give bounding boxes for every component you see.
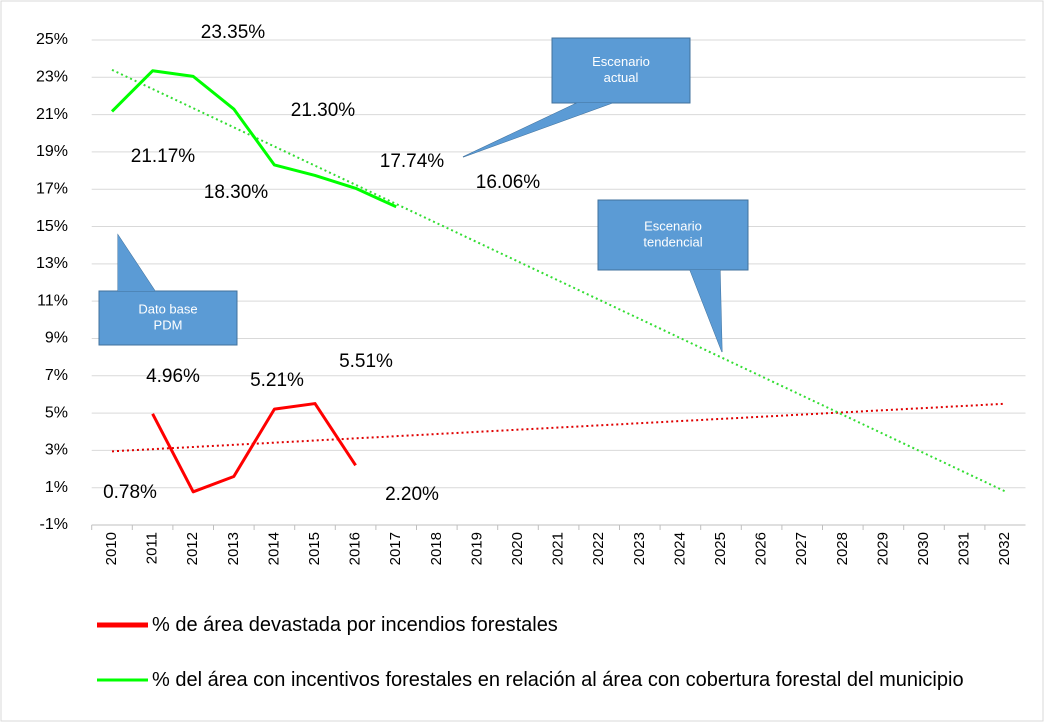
x-tick-label: 2024 [671, 532, 688, 565]
x-tick-label: 2026 [753, 532, 770, 565]
y-tick-label: 3% [45, 442, 68, 459]
legend-label: % de área devastada por incendios forest… [152, 614, 558, 636]
x-tick-label: 2018 [428, 532, 445, 565]
callout-joint [463, 103, 612, 157]
x-tick-label: 2023 [631, 532, 648, 565]
series-line [151, 402, 357, 494]
x-tick-label: 2017 [387, 532, 404, 565]
y-tick-label: 9% [45, 330, 68, 347]
x-tick-label: 2015 [306, 532, 323, 565]
x-tick-label: 2032 [996, 532, 1013, 565]
x-tick-label: 2019 [468, 532, 485, 565]
x-tick-label: 2014 [265, 532, 282, 565]
callout-text: PDM [154, 317, 183, 332]
x-tick-label: 2028 [834, 532, 851, 565]
data-label: 0.78% [103, 482, 157, 503]
callout-text: Escenario [644, 218, 702, 233]
y-tick-label: 15% [36, 218, 68, 235]
callout-box [551, 37, 691, 104]
data-label: 5.51% [339, 351, 393, 372]
y-tick-label: 25% [36, 31, 68, 48]
x-tick-label: 2031 [956, 532, 973, 565]
x-tick-label: 2011 [144, 532, 161, 564]
data-label: 21.30% [291, 100, 356, 121]
data-label: 5.21% [250, 370, 304, 391]
x-tick-label: 2021 [550, 532, 567, 565]
callout-text: actual [604, 70, 639, 85]
y-tick-label: -1% [40, 516, 68, 533]
data-label: 23.35% [201, 22, 266, 43]
data-label: 2.20% [385, 484, 439, 505]
data-label: 17.74% [380, 151, 445, 172]
x-tick-label: 2012 [184, 532, 201, 565]
callout-joint [690, 270, 722, 352]
x-tick-label: 2030 [915, 532, 932, 565]
x-tick-label: 2029 [874, 532, 891, 565]
trendline [111, 402, 1006, 453]
x-tick-label: 2025 [712, 532, 729, 565]
callout-text: tendencial [643, 234, 702, 249]
data-label: 18.30% [204, 182, 269, 203]
callout-box [597, 199, 749, 271]
y-tick-label: 19% [36, 143, 68, 160]
y-tick-label: 1% [45, 479, 68, 496]
callout-text: Dato base [138, 301, 197, 316]
data-label: 21.17% [131, 146, 196, 167]
y-tick-label: 23% [36, 69, 68, 86]
x-tick-label: 2022 [590, 532, 607, 565]
callout-text: Escenario [592, 54, 650, 69]
callout-joint [118, 235, 155, 291]
y-tick-label: 11% [37, 292, 68, 309]
x-tick-label: 2016 [347, 532, 364, 565]
x-tick-label: 2013 [225, 532, 242, 565]
y-tick-label: 17% [36, 180, 68, 197]
y-tick-label: 7% [45, 367, 68, 384]
y-tick-label: 21% [36, 106, 68, 123]
x-tick-label: 2027 [793, 532, 810, 565]
x-tick-label: 2020 [509, 532, 526, 565]
callout-box [98, 290, 238, 346]
legend-label: % del área con incentivos forestales en … [152, 669, 964, 691]
data-label: 4.96% [146, 366, 200, 387]
y-tick-label: 5% [45, 404, 68, 421]
data-label: 16.06% [476, 172, 541, 193]
series-line [110, 69, 397, 209]
y-tick-label: 13% [36, 255, 68, 272]
x-tick-label: 2010 [103, 532, 120, 565]
